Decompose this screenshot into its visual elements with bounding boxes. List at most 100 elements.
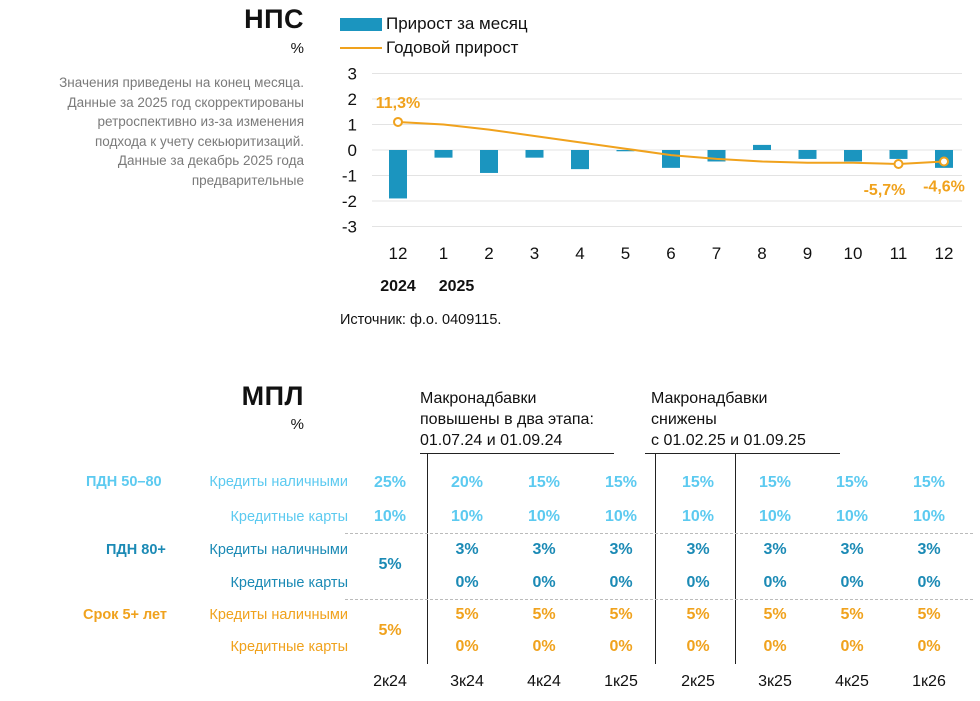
bar [389,150,407,199]
table-cell: 10% [527,508,561,525]
x-tick-label: 2 [484,244,493,263]
bar [844,150,862,162]
quarter-label: 3к24 [450,673,484,690]
table-cell: 0% [609,574,633,591]
table-cell: 10% [681,508,715,525]
legend-item-bar: Прирост за месяц [340,14,528,34]
note-line: подхода к учету секьюритизаций. [94,133,304,149]
table-cell: 5% [455,606,479,623]
nps-title: НПС [244,4,304,34]
group-label-pdn-80: ПДН 80+ [106,542,166,558]
table-cell: 3% [609,541,633,558]
quarter-label: 4к25 [835,673,869,690]
header-raised-line: Макронадбавки [420,390,537,407]
bar [525,150,544,158]
bar [889,150,908,159]
x-tick-label: 6 [666,244,675,263]
header-lowered-line: Макронадбавки [651,390,768,407]
data-label: -5,7% [864,182,906,199]
bar [571,150,589,170]
table-cell: 15% [604,474,638,491]
data-label: 11,3% [376,95,420,112]
header-lowered: Макронадбавки снижены с 01.02.25 и 01.09… [651,388,806,451]
legend-bar-swatch [340,17,382,31]
separator-line [427,453,428,664]
table-cell: 5% [840,606,864,623]
y-tick-label: 2 [348,90,357,109]
table-cell: 10% [835,508,869,525]
line-marker [939,156,949,167]
table-cell: 15% [527,474,561,491]
table-cell: 10% [912,508,946,525]
x-tick-label: 11 [890,244,908,263]
x-tick-label: 4 [575,244,584,263]
table-cell: 15% [835,474,869,491]
row-label-cash: Кредиты наличными [209,607,348,623]
y-tick-label: -1 [342,167,357,186]
x-tick-label: 5 [621,244,630,263]
y-tick-label: -3 [342,218,357,237]
x-tick-label: 1 [439,244,448,263]
bar [707,150,726,162]
x-tick-label: 9 [803,244,812,263]
note-line: предварительные [191,172,304,188]
group-label-pdn-50-80: ПДН 50–80 [86,474,162,490]
row-label-cash: Кредиты наличными [209,474,348,490]
y-tick-label: -2 [342,192,357,211]
nps-unit: % [290,40,304,57]
row-divider [345,599,973,600]
bar [616,150,635,152]
table-cell: 0% [917,574,941,591]
nps-note: Значения приведены на конец месяца. Данн… [4,73,304,190]
table-cell: 5% [532,606,556,623]
table-cell: 3% [686,541,710,558]
table-cell: 0% [840,638,864,655]
group-label-term-5: Срок 5+ лет [83,607,168,623]
x-tick-label: 7 [712,244,721,263]
quarter-label: 1к26 [912,673,946,690]
table-cell: 3% [917,541,941,558]
year-label: 2025 [439,278,475,295]
legend-line-swatch [340,47,382,49]
table-cell-merged: 5% [378,556,402,573]
table-cell: 0% [532,574,556,591]
y-tick-label: 1 [348,116,357,135]
separator-line [735,453,736,664]
table-cell: 0% [686,638,710,655]
table-cell: 0% [455,574,479,591]
y-tick-label: 3 [348,65,357,84]
source-note: Источник: ф.о. 0409115. [340,312,502,328]
table-cell: 3% [840,541,864,558]
table-cell: 25% [373,474,407,491]
table-cell: 0% [917,638,941,655]
note-line: Данные за декабрь 2025 года [117,153,304,168]
table-cell: 15% [912,474,946,491]
table-cell: 3% [763,541,787,558]
quarter-label: 2к24 [373,673,407,690]
separator-line [655,453,656,664]
x-tick-label: 12 [389,244,408,263]
table-cell: 10% [758,508,792,525]
bar [480,150,498,173]
header-raised: Макронадбавки повышены в два этапа: 01.0… [420,388,594,451]
legend-item-line: Годовой прирост [340,38,518,58]
table-cell: 0% [609,638,633,655]
table-cell: 0% [686,574,710,591]
table-cell: 5% [917,606,941,623]
row-label-cards: Кредитные карты [230,509,348,525]
table-cell: 0% [763,638,787,655]
series-line [397,120,945,166]
table-cell: 0% [532,638,556,655]
header-underline [645,453,840,454]
table-cell: 5% [686,606,710,623]
row-divider [345,533,973,534]
header-raised-line: повышены в два этапа: [420,411,594,428]
table-cell: 10% [373,508,407,525]
table-cell: 5% [609,606,633,623]
x-tick-label: 3 [530,244,539,263]
quarter-label: 3к25 [758,673,792,690]
row-label-cards: Кредитные карты [230,575,348,591]
table-cell: 15% [758,474,792,491]
mpl-unit: % [290,416,304,433]
